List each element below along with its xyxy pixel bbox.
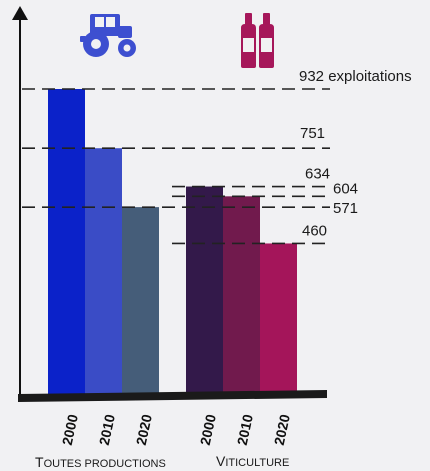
year-label-viticulture-2010: 2010 [234, 413, 256, 447]
bar-toutes-productions-2010 [85, 148, 122, 394]
value-label-460: 460 [302, 222, 327, 239]
y-axis-arrow [12, 6, 28, 20]
group-label-viticulture: VITICULTURE [216, 453, 289, 469]
bar-toutes-productions-2000 [48, 89, 85, 394]
bar-toutes-productions-2020 [122, 207, 159, 394]
year-labels: 2000 2010 2020 2000 2010 2020 [59, 413, 293, 447]
bar-viticulture-2010 [223, 196, 260, 394]
value-label-571: 571 [333, 200, 358, 217]
x-axis [18, 390, 327, 402]
value-label-751: 751 [300, 125, 325, 142]
year-label-viticulture-2020: 2020 [271, 413, 293, 447]
group-label-toutes-productions: TOUTES PRODUCTIONS [35, 454, 166, 470]
year-label-toutes-productions-2020: 2020 [133, 413, 155, 447]
year-label-viticulture-2000: 2000 [197, 413, 219, 447]
tractor-icon [80, 14, 136, 57]
year-label-toutes-productions-2000: 2000 [59, 413, 81, 447]
bars-layer [48, 89, 297, 394]
value-label-932: 932 exploitations [299, 68, 412, 85]
value-label-604: 604 [333, 180, 358, 197]
reference-lines [22, 88, 330, 245]
value-label-634: 634 [305, 166, 330, 183]
wine-bottles-icon [241, 13, 274, 68]
year-label-toutes-productions-2010: 2010 [96, 413, 118, 447]
bar-viticulture-2000 [186, 186, 223, 394]
bar-viticulture-2020 [260, 243, 297, 394]
